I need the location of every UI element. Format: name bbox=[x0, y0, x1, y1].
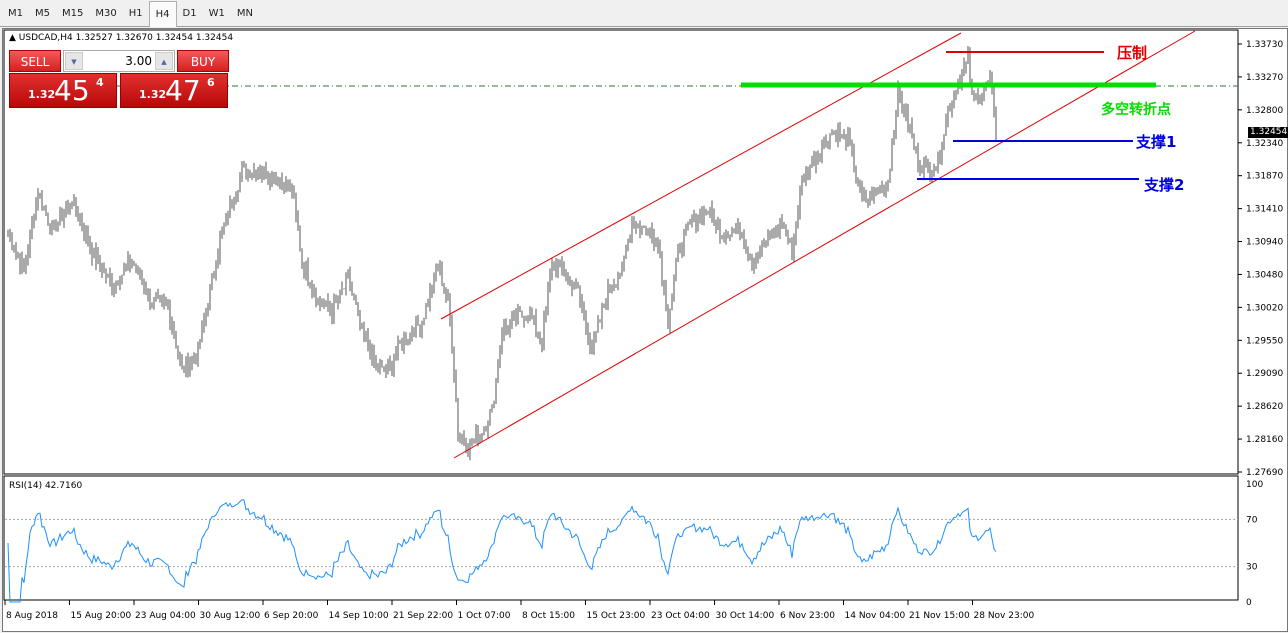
rsi-label: RSI(14) 42.7160 bbox=[9, 481, 83, 491]
time-axis-label: 6 Sep 20:00 bbox=[264, 611, 319, 621]
time-axis-label: 30 Oct 14:00 bbox=[716, 611, 775, 621]
time-axis-label: 8 Oct 15:00 bbox=[522, 611, 575, 621]
time-axis-label: 14 Sep 10:00 bbox=[329, 611, 389, 621]
price-axis-label: 1.29550 bbox=[1246, 336, 1283, 346]
lot-value[interactable]: 3.00 bbox=[125, 54, 152, 68]
price-axis-label: 1.28160 bbox=[1246, 435, 1283, 445]
one-click-trading-panel: SELL ▼ 3.00 ▲ BUY 1.32 45 4 1.32 47 6 bbox=[9, 50, 229, 114]
timeframe-MN[interactable]: MN bbox=[236, 8, 253, 19]
symbol-info: ▲ USDCAD,H4 1.32527 1.32670 1.32454 1.32… bbox=[9, 33, 234, 43]
sell-price-pip: 4 bbox=[96, 76, 104, 89]
timeframe-M30[interactable]: M30 bbox=[95, 8, 117, 19]
last-price-marker: 1.32454 bbox=[1248, 127, 1288, 138]
lot-decrease-icon[interactable]: ▼ bbox=[65, 52, 83, 70]
support1-label: 支撑1 bbox=[1136, 133, 1177, 151]
time-axis-label: 21 Nov 15:00 bbox=[909, 611, 970, 621]
buy-price-pip: 6 bbox=[207, 76, 215, 89]
time-axis-label: 6 Nov 23:00 bbox=[780, 611, 835, 621]
sell-price-big: 45 bbox=[54, 74, 90, 107]
sell-price-prefix: 1.32 bbox=[28, 88, 56, 101]
timeframe-H1[interactable]: H1 bbox=[128, 8, 143, 19]
timeframe-M5[interactable]: M5 bbox=[35, 8, 50, 19]
price-pane-border bbox=[3, 29, 1239, 475]
buy-price-big: 47 bbox=[165, 74, 201, 107]
sell-price[interactable]: 1.32 45 4 bbox=[9, 73, 117, 108]
price-axis-label: 1.28620 bbox=[1246, 402, 1283, 412]
buy-price-prefix: 1.32 bbox=[139, 88, 167, 101]
price-axis-label: 1.30940 bbox=[1246, 238, 1283, 248]
symbol-quote: USDCAD,H4 1.32527 1.32670 1.32454 1.3245… bbox=[18, 33, 234, 43]
price-axis-label: 1.31410 bbox=[1246, 205, 1283, 215]
time-axis-label: 28 Nov 23:00 bbox=[974, 611, 1035, 621]
lot-size-field[interactable]: ▼ 3.00 ▲ bbox=[63, 50, 175, 72]
price-axis-label: 1.27690 bbox=[1246, 468, 1283, 478]
rsi-line bbox=[7, 499, 997, 603]
time-axis-label: 15 Oct 23:00 bbox=[587, 611, 646, 621]
timeframe-D1[interactable]: D1 bbox=[182, 8, 197, 19]
sell-button[interactable]: SELL bbox=[9, 50, 61, 72]
rsi-pane-border bbox=[3, 475, 1239, 601]
price-axis-label: 1.31870 bbox=[1246, 172, 1283, 182]
rsi-axis-label: 100 bbox=[1246, 480, 1263, 490]
time-axis-label: 14 Nov 04:00 bbox=[845, 611, 906, 621]
support2-label: 支撑2 bbox=[1144, 176, 1185, 194]
time-axis-label: 1 Oct 07:00 bbox=[458, 611, 511, 621]
price-axis-label: 1.33270 bbox=[1246, 73, 1283, 83]
price-chart[interactable]: 1.33730 1.33270 1.32800 1.32340 1.31870 1.314… bbox=[3, 29, 1288, 633]
rsi-axis-label: 0 bbox=[1246, 598, 1252, 608]
resistance-label: 压制 bbox=[1117, 44, 1148, 62]
timeframe-toolbar: M1 M5 M15 M30 H1 H4 D1 W1 MN bbox=[0, 0, 1288, 27]
time-axis-label: 30 Aug 12:00 bbox=[200, 611, 261, 621]
timeframe-M1[interactable]: M1 bbox=[8, 8, 23, 19]
price-axis-label: 1.30480 bbox=[1246, 270, 1283, 280]
chart-window[interactable]: 1.33730 1.33270 1.32800 1.32340 1.31870 1.314… bbox=[2, 28, 1288, 632]
time-axis-label: 15 Aug 20:00 bbox=[71, 611, 132, 621]
buy-price[interactable]: 1.32 47 6 bbox=[120, 73, 228, 108]
channel-lower-line bbox=[453, 30, 1196, 459]
rsi-axis-label: 70 bbox=[1246, 515, 1258, 525]
rsi-axis-label: 30 bbox=[1246, 563, 1258, 573]
time-axis-label: 21 Sep 22:00 bbox=[393, 611, 453, 621]
price-axis-label: 1.29090 bbox=[1246, 369, 1283, 379]
pivot-label: 多空转折点 bbox=[1101, 102, 1171, 118]
timeframe-M15[interactable]: M15 bbox=[62, 8, 84, 19]
price-axis-label: 1.32800 bbox=[1246, 106, 1283, 116]
price-axis-label: 1.33730 bbox=[1246, 40, 1283, 50]
time-axis-label: 23 Aug 04:00 bbox=[135, 611, 196, 621]
price-axis-label: 1.32340 bbox=[1246, 139, 1283, 149]
timeframe-W1[interactable]: W1 bbox=[208, 8, 225, 19]
timeframe-H4[interactable]: H4 bbox=[148, 1, 177, 27]
channel-upper-line bbox=[440, 32, 962, 320]
time-axis-label: 23 Oct 04:00 bbox=[651, 611, 710, 621]
price-axis-label: 1.30020 bbox=[1246, 303, 1283, 313]
time-axis-label: 8 Aug 2018 bbox=[6, 611, 58, 621]
buy-button[interactable]: BUY bbox=[177, 50, 229, 72]
lot-increase-icon[interactable]: ▲ bbox=[155, 52, 173, 70]
